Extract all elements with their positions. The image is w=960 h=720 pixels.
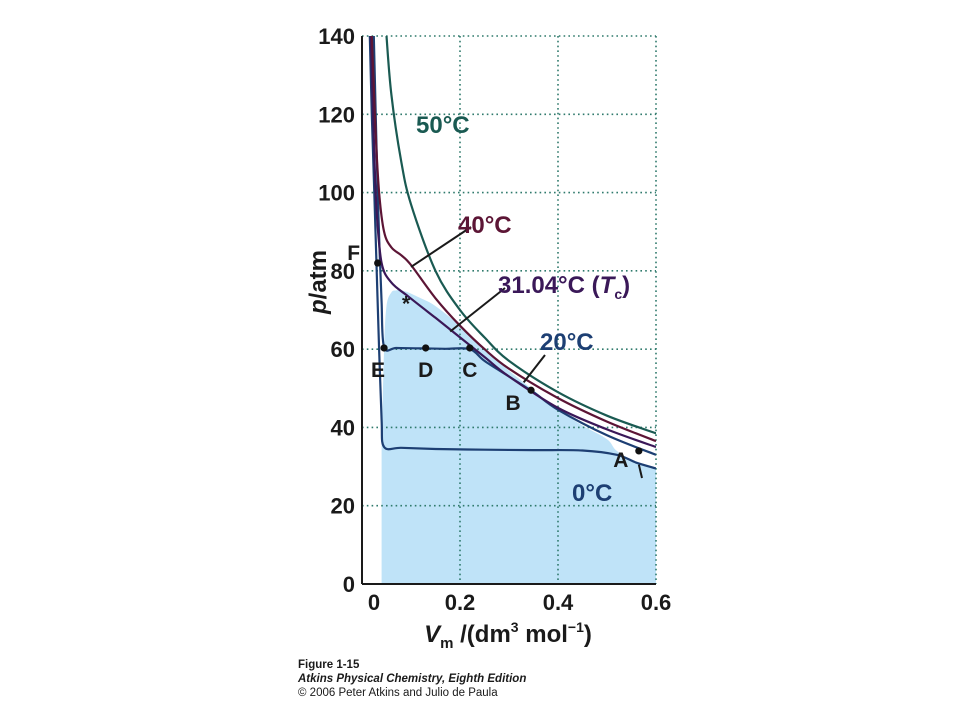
point-label-a: A — [613, 449, 628, 472]
label-31c-tc: 31.04°C (Tc) — [498, 272, 630, 302]
y-tick-label: 140 — [318, 24, 355, 49]
x-tick-label: 0.4 — [543, 590, 574, 615]
x-axis-title: Vm /(dm3 mol−1) — [424, 619, 592, 652]
label-50c: 50°C — [416, 112, 470, 139]
point-label-d: D — [418, 359, 433, 382]
figure-number: Figure 1-15 — [298, 659, 360, 671]
point-label-e: E — [371, 359, 385, 382]
point-label-b: B — [505, 392, 520, 415]
point-label-f: F — [347, 242, 360, 265]
label-leader-line — [637, 464, 643, 479]
point-d — [422, 344, 430, 352]
x-tick-label: 0 — [368, 590, 380, 615]
point-a — [635, 447, 643, 455]
isotherm-line-4 — [385, 36, 656, 435]
point-b — [527, 386, 535, 394]
y-tick-labels: 0 20 40 60 80 100 120 140 — [318, 24, 355, 597]
book-title: Atkins Physical Chemistry, Eighth Editio… — [298, 673, 527, 685]
label-leader-line — [449, 287, 506, 333]
label-20c: 20°C — [540, 329, 594, 356]
y-tick-label: 100 — [318, 181, 355, 206]
copyright-notice: © 2006 Peter Atkins and Julio de Paula — [298, 687, 498, 699]
x-tick-label: 0.2 — [445, 590, 476, 615]
x-tick-label: 0.6 — [641, 590, 672, 615]
point-label-c: C — [462, 359, 477, 382]
y-tick-label: 60 — [331, 337, 355, 362]
label-leader-line — [522, 354, 546, 384]
point-f — [374, 259, 382, 267]
label-leader-line — [410, 226, 472, 268]
state-points: A B C D E F * — [347, 242, 643, 472]
y-tick-label: 0 — [343, 572, 355, 597]
axes — [361, 36, 656, 585]
label-0c: 0°C — [572, 480, 612, 507]
x-tick-labels: 0 0.2 0.4 0.6 — [368, 590, 671, 615]
y-tick-label: 40 — [331, 415, 355, 440]
two-phase-region — [381, 290, 656, 584]
y-tick-label: 120 — [318, 102, 355, 127]
label-leader-lines — [410, 226, 643, 479]
critical-point-marker: * — [402, 292, 411, 315]
point-c — [466, 344, 474, 352]
y-axis-title: p/atm — [305, 250, 332, 315]
isotherm-line-2 — [369, 36, 656, 449]
y-tick-label: 80 — [331, 259, 355, 284]
isotherm-line-0 — [368, 36, 656, 470]
point-e — [380, 344, 388, 352]
y-tick-label: 20 — [331, 494, 355, 519]
label-40c: 40°C — [458, 212, 512, 239]
isotherm-line-3 — [370, 36, 656, 443]
isotherm-series — [368, 36, 656, 470]
